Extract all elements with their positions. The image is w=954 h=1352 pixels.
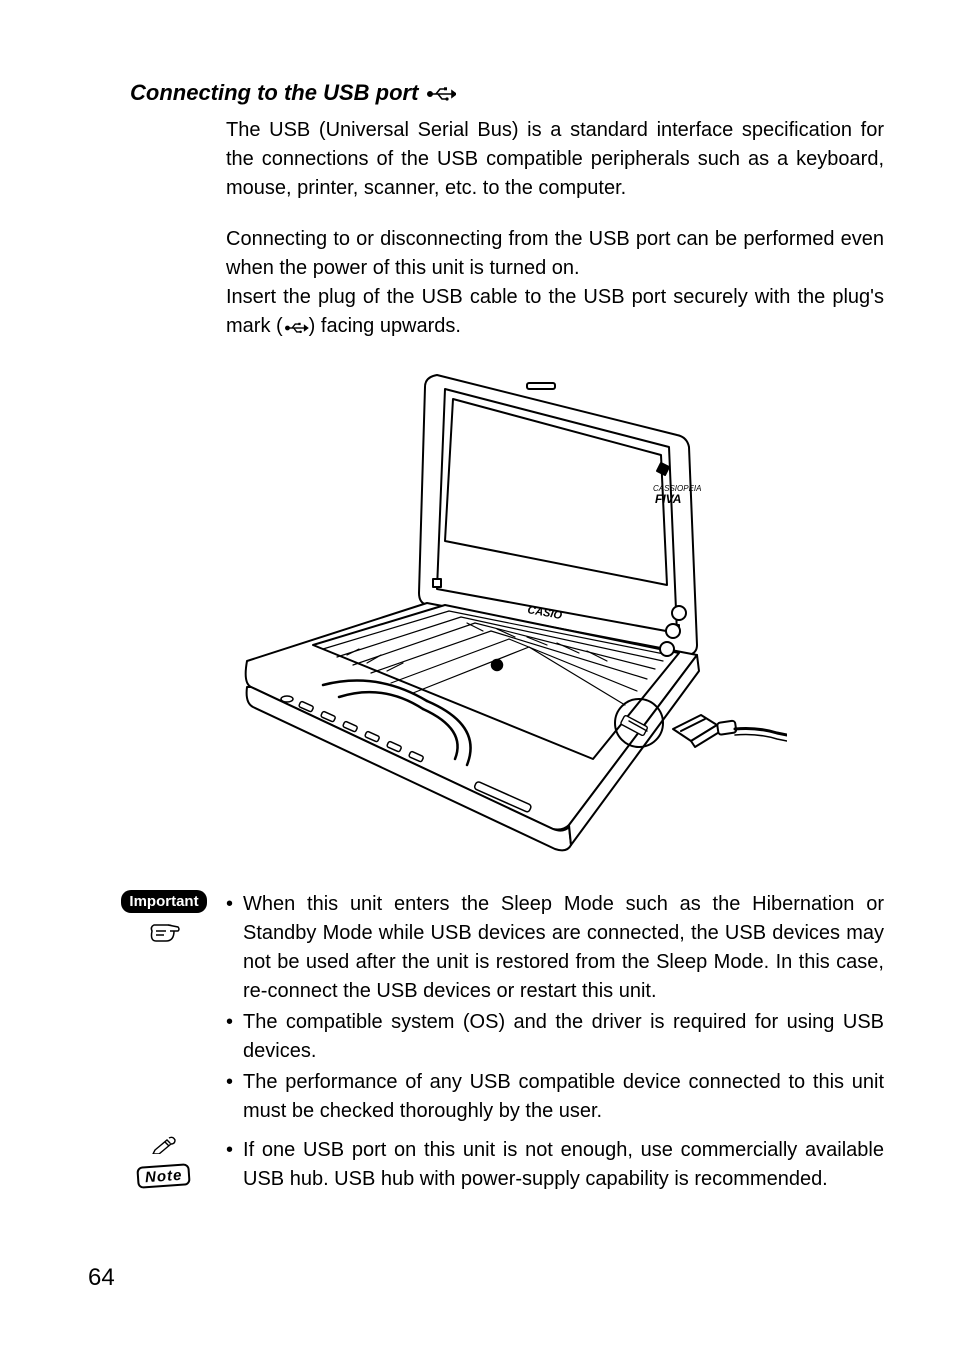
- important-callout: Important • When this unit enters the Sl…: [116, 890, 884, 1128]
- note-callout: Note • If one USB port on this unit is n…: [116, 1136, 884, 1196]
- important-badge-column: Important: [116, 890, 212, 945]
- note-badge: Note: [137, 1163, 192, 1189]
- bullet-mark: •: [226, 890, 233, 1006]
- bullet-item: • The compatible system (OS) and the dri…: [226, 1008, 884, 1066]
- laptop-illustration: CASSIOPEIA FIVA: [130, 355, 884, 860]
- body-text: The USB (Universal Serial Bus) is a stan…: [226, 116, 884, 341]
- bullet-text: If one USB port on this unit is not enou…: [243, 1136, 884, 1194]
- pointing-hand-icon: [148, 919, 180, 945]
- usb-icon-inline: [283, 315, 309, 337]
- bullet-text: The performance of any USB compatible de…: [243, 1068, 884, 1126]
- paragraph-2: Connecting to or disconnecting from the …: [226, 225, 884, 341]
- para2a: Connecting to or disconnecting from the …: [226, 228, 884, 279]
- usb-icon: [426, 80, 456, 106]
- section-heading: Connecting to the USB port: [130, 80, 884, 106]
- para2b-post: ) facing upwards.: [309, 315, 461, 337]
- bullet-text: The compatible system (OS) and the drive…: [243, 1008, 884, 1066]
- heading-text: Connecting to the USB port: [130, 80, 418, 106]
- paragraph-1: The USB (Universal Serial Bus) is a stan…: [226, 116, 884, 203]
- bullet-mark: •: [226, 1008, 233, 1066]
- svg-text:FIVA: FIVA: [655, 492, 681, 506]
- important-badge: Important: [121, 890, 206, 913]
- bullet-item: • The performance of any USB compatible …: [226, 1068, 884, 1126]
- note-badge-column: Note: [116, 1136, 212, 1187]
- page-number: 64: [88, 1264, 115, 1292]
- bullet-item: • If one USB port on this unit is not en…: [226, 1136, 884, 1194]
- bullet-mark: •: [226, 1136, 233, 1194]
- bullet-item: • When this unit enters the Sleep Mode s…: [226, 890, 884, 1006]
- important-bullets: • When this unit enters the Sleep Mode s…: [226, 890, 884, 1128]
- bullet-mark: •: [226, 1068, 233, 1126]
- bullet-text: When this unit enters the Sleep Mode suc…: [243, 890, 884, 1006]
- pencil-icon: [151, 1136, 177, 1159]
- note-bullets: • If one USB port on this unit is not en…: [226, 1136, 884, 1196]
